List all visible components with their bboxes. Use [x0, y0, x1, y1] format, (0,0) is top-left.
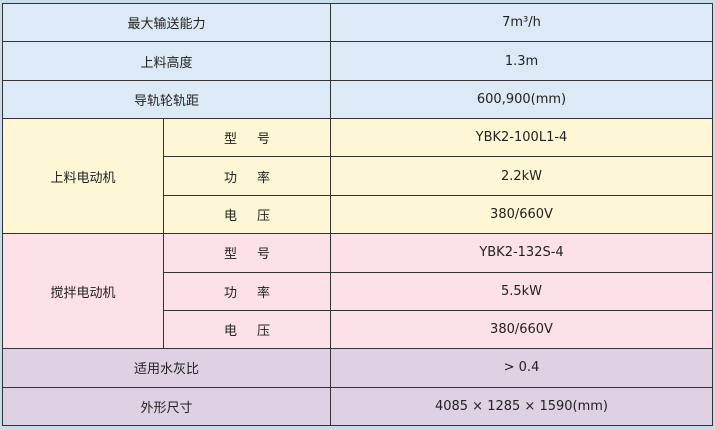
row-value: 1.3m [330, 41, 713, 81]
table-row: 功率 2.2kW [3, 156, 713, 196]
table-row: 外形尺寸 4085 × 1285 × 1590(mm) [2, 386, 713, 427]
table-row: 电压 380/660V [3, 194, 713, 235]
sub-label: 电压 [163, 194, 331, 235]
row-value: 380/660V [330, 309, 713, 350]
row-label: 最大输送能力 [2, 2, 331, 43]
sub-label: 型号 [163, 233, 331, 273]
table-row: 最大输送能力 7m³/h [2, 2, 713, 43]
sub-label: 功率 [163, 271, 331, 311]
table-row: 上料高度 1.3m [2, 41, 713, 81]
sub-label: 型号 [163, 118, 331, 158]
row-label: 外形尺寸 [2, 386, 331, 427]
table-row: 适用水灰比 > 0.4 [2, 348, 713, 388]
row-value: > 0.4 [330, 348, 713, 388]
row-value: 2.2kW [330, 156, 713, 196]
row-label: 上料高度 [2, 41, 331, 81]
table-row: 搅拌电动机 型号 YBK2-132S-4 [2, 233, 713, 350]
table-row: 电压 380/660V [3, 309, 713, 350]
row-label: 导轨轮轨距 [2, 79, 331, 120]
group-label-mix-motor: 搅拌电动机 [2, 233, 164, 350]
row-value: 7m³/h [330, 2, 713, 43]
table-row: 上料电动机 型号 YBK2-100L1-4 [2, 118, 713, 235]
row-value: 600,900(mm) [330, 79, 713, 120]
row-label: 适用水灰比 [2, 348, 331, 388]
row-value: YBK2-132S-4 [330, 233, 713, 273]
table-row: 导轨轮轨距 600,900(mm) [2, 79, 713, 120]
row-value: YBK2-100L1-4 [330, 118, 713, 158]
row-value: 380/660V [330, 194, 713, 235]
row-value: 5.5kW [330, 271, 713, 311]
row-value: 4085 × 1285 × 1590(mm) [330, 386, 713, 427]
table-row: 功率 5.5kW [3, 271, 713, 311]
group-label-feed-motor: 上料电动机 [2, 118, 164, 235]
sub-label: 电压 [163, 309, 331, 350]
sub-label: 功率 [163, 156, 331, 196]
